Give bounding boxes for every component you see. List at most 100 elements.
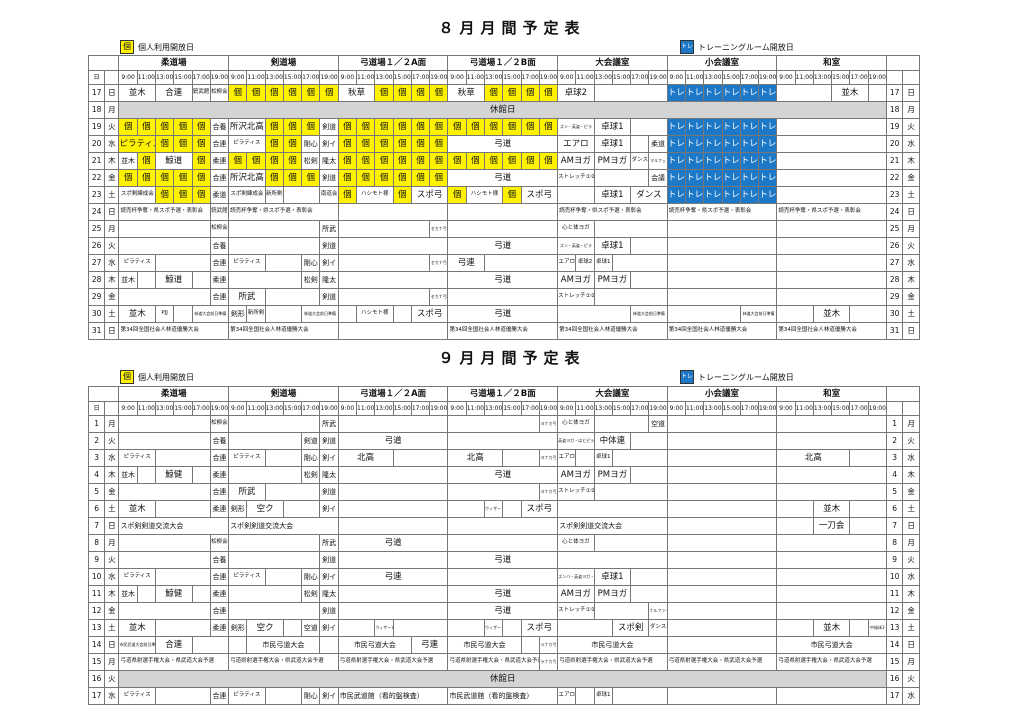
personal-use-cell: ピラティス bbox=[118, 135, 156, 153]
hall-name: 柔道場 bbox=[118, 55, 230, 71]
booking-cell bbox=[666, 619, 778, 637]
booking-cell: 剣道 bbox=[319, 288, 339, 306]
booking-cell: ピラティス bbox=[118, 568, 156, 586]
personal-use-cell: 個 bbox=[410, 118, 431, 136]
booking-cell bbox=[118, 551, 211, 569]
day-row: 17 水ピラティス 合連 ピラティス 剛心 剣イ 市民武道館（看的盤検査） 市民武道館（看的盤… bbox=[87, 687, 920, 705]
day-row: 5 金合連 所武 剣道 ヨナカ弓 ストレッチ①② 5 金 bbox=[87, 483, 920, 501]
day-number: 18 bbox=[87, 101, 106, 119]
personal-use-cell: 個 bbox=[538, 84, 559, 102]
time-slot-label: 11:00 bbox=[575, 70, 595, 85]
booking-cell bbox=[264, 449, 303, 467]
personal-use-cell: 個 bbox=[447, 118, 467, 136]
booking-cell: AMヨガ bbox=[557, 271, 595, 289]
weekday-right: 水 bbox=[902, 135, 920, 153]
time-slot-label: 9:00 bbox=[337, 70, 358, 85]
day-row: 4 木並木 鯨健 柔連 松剣 隆太 弓道 AMヨガ PMヨガ 4 木 bbox=[87, 466, 920, 484]
training-room-cell: トレ bbox=[703, 169, 723, 187]
time-slot-label: 13:00 bbox=[593, 401, 613, 416]
booking-cell bbox=[666, 551, 778, 569]
personal-use-cell: 個 bbox=[337, 169, 358, 187]
hall-name: 柔道場 bbox=[118, 386, 230, 402]
day-row: 6土並木柔連剣形空ク剣イウィザード弓スポ弓並木6土 bbox=[87, 500, 920, 518]
booking-cell bbox=[447, 619, 485, 637]
booking-cell: ストレッチ①② bbox=[557, 483, 595, 501]
training-room-cell: トレ bbox=[758, 135, 778, 153]
weekday-right: 火 bbox=[902, 551, 920, 569]
day-number: 16 bbox=[87, 670, 106, 688]
booking-cell: 松剣 bbox=[301, 271, 321, 289]
day-header: 日 bbox=[87, 401, 106, 416]
training-room-cell: トレ bbox=[758, 169, 778, 187]
booking-cell bbox=[118, 415, 211, 433]
booking-cell: ピラティス bbox=[118, 687, 156, 705]
booking-cell: ウィザード弓 bbox=[374, 619, 394, 637]
booking-cell bbox=[557, 551, 668, 569]
day-row: 11 木並木 鯨健 柔連 松剣 隆太 弓道 AMヨガ PMヨガ 11 木 bbox=[87, 585, 920, 603]
weekday: 木 bbox=[104, 271, 120, 289]
day-number-right: 17 bbox=[885, 687, 904, 705]
personal-use-cell: 個 bbox=[483, 152, 504, 170]
booking-cell: 所沢北高 bbox=[228, 118, 266, 136]
booking-cell bbox=[447, 220, 559, 238]
time-slot-label: 13:00 bbox=[264, 401, 284, 416]
time-slot-label: 15:00 bbox=[502, 401, 522, 416]
personal-use-cell: 個 bbox=[520, 152, 540, 170]
time-slot-label: 9:00 bbox=[228, 401, 248, 416]
time-slot-label: 19:00 bbox=[648, 401, 668, 416]
booking-cell: 弓道 bbox=[447, 466, 559, 484]
booking-cell: 並木 bbox=[812, 500, 851, 518]
day-row: 2 火合養 剣道 剣道 弓道 英姿ヨガ・はとピラ 中体連 2 火 bbox=[87, 432, 920, 450]
booking-cell: 並木 bbox=[118, 305, 156, 323]
booking-cell: エアロ bbox=[557, 449, 577, 467]
booking-cell bbox=[118, 432, 211, 450]
day-number: 5 bbox=[87, 483, 106, 501]
booking-cell: 卓球2 bbox=[575, 254, 595, 272]
personal-use-cell: 個 bbox=[447, 152, 467, 170]
day-number: 19 bbox=[87, 118, 106, 136]
booking-cell bbox=[611, 449, 668, 467]
booking-cell bbox=[666, 568, 778, 586]
personal-use-cell: 個 bbox=[356, 135, 376, 153]
booking-cell: 卓球1 bbox=[593, 254, 613, 272]
time-slot-label: 19:00 bbox=[538, 70, 559, 85]
booking-cell: 卓球1 bbox=[593, 237, 632, 255]
weekday-right: 金 bbox=[902, 602, 920, 620]
booking-cell bbox=[776, 551, 887, 569]
booking-cell bbox=[337, 517, 449, 535]
booking-cell bbox=[337, 237, 449, 255]
booking-cell bbox=[264, 288, 321, 306]
booking-cell bbox=[776, 152, 887, 170]
day-number-right: 20 bbox=[885, 135, 904, 153]
booking-cell: 第34回全国社会人林道優勝大会 bbox=[118, 322, 230, 340]
training-room-cell: トレ bbox=[703, 186, 723, 204]
time-slot-label: 15:00 bbox=[721, 401, 741, 416]
training-room-cell: トレ bbox=[684, 152, 705, 170]
personal-use-cell: 個 bbox=[502, 84, 522, 102]
booking-cell bbox=[447, 517, 559, 535]
day-number-right: 13 bbox=[885, 619, 904, 637]
booking-cell bbox=[154, 500, 211, 518]
booking-cell bbox=[776, 500, 814, 518]
booking-cell: スポ弓 bbox=[520, 619, 559, 637]
august-legend-training: トレ トレーニングルーム開放日 bbox=[680, 40, 794, 54]
booking-cell: 卓球1 bbox=[593, 135, 632, 153]
booking-cell: 卓球1 bbox=[593, 568, 632, 586]
hall-name: 弓道場１／２B面 bbox=[447, 55, 559, 71]
weekday: 金 bbox=[104, 602, 120, 620]
time-slot-label: 17:00 bbox=[739, 70, 760, 85]
booking-cell bbox=[666, 585, 778, 603]
closed-day-cell: 休館日 bbox=[118, 670, 887, 688]
booking-cell bbox=[776, 186, 887, 204]
booking-cell: ヨナカ弓 bbox=[538, 415, 559, 433]
day-number: 4 bbox=[87, 466, 106, 484]
time-slot-label: 11:00 bbox=[246, 401, 266, 416]
time-slot-label: 11:00 bbox=[465, 401, 485, 416]
booking-cell bbox=[118, 602, 211, 620]
booking-cell: 合連 bbox=[209, 135, 230, 153]
booking-cell: 所武 bbox=[228, 288, 266, 306]
closed-day-cell: 休館日 bbox=[118, 101, 887, 119]
personal-use-cell: 個 bbox=[337, 118, 358, 136]
day-number: 11 bbox=[87, 585, 106, 603]
time-slot-label: 9:00 bbox=[118, 70, 138, 85]
